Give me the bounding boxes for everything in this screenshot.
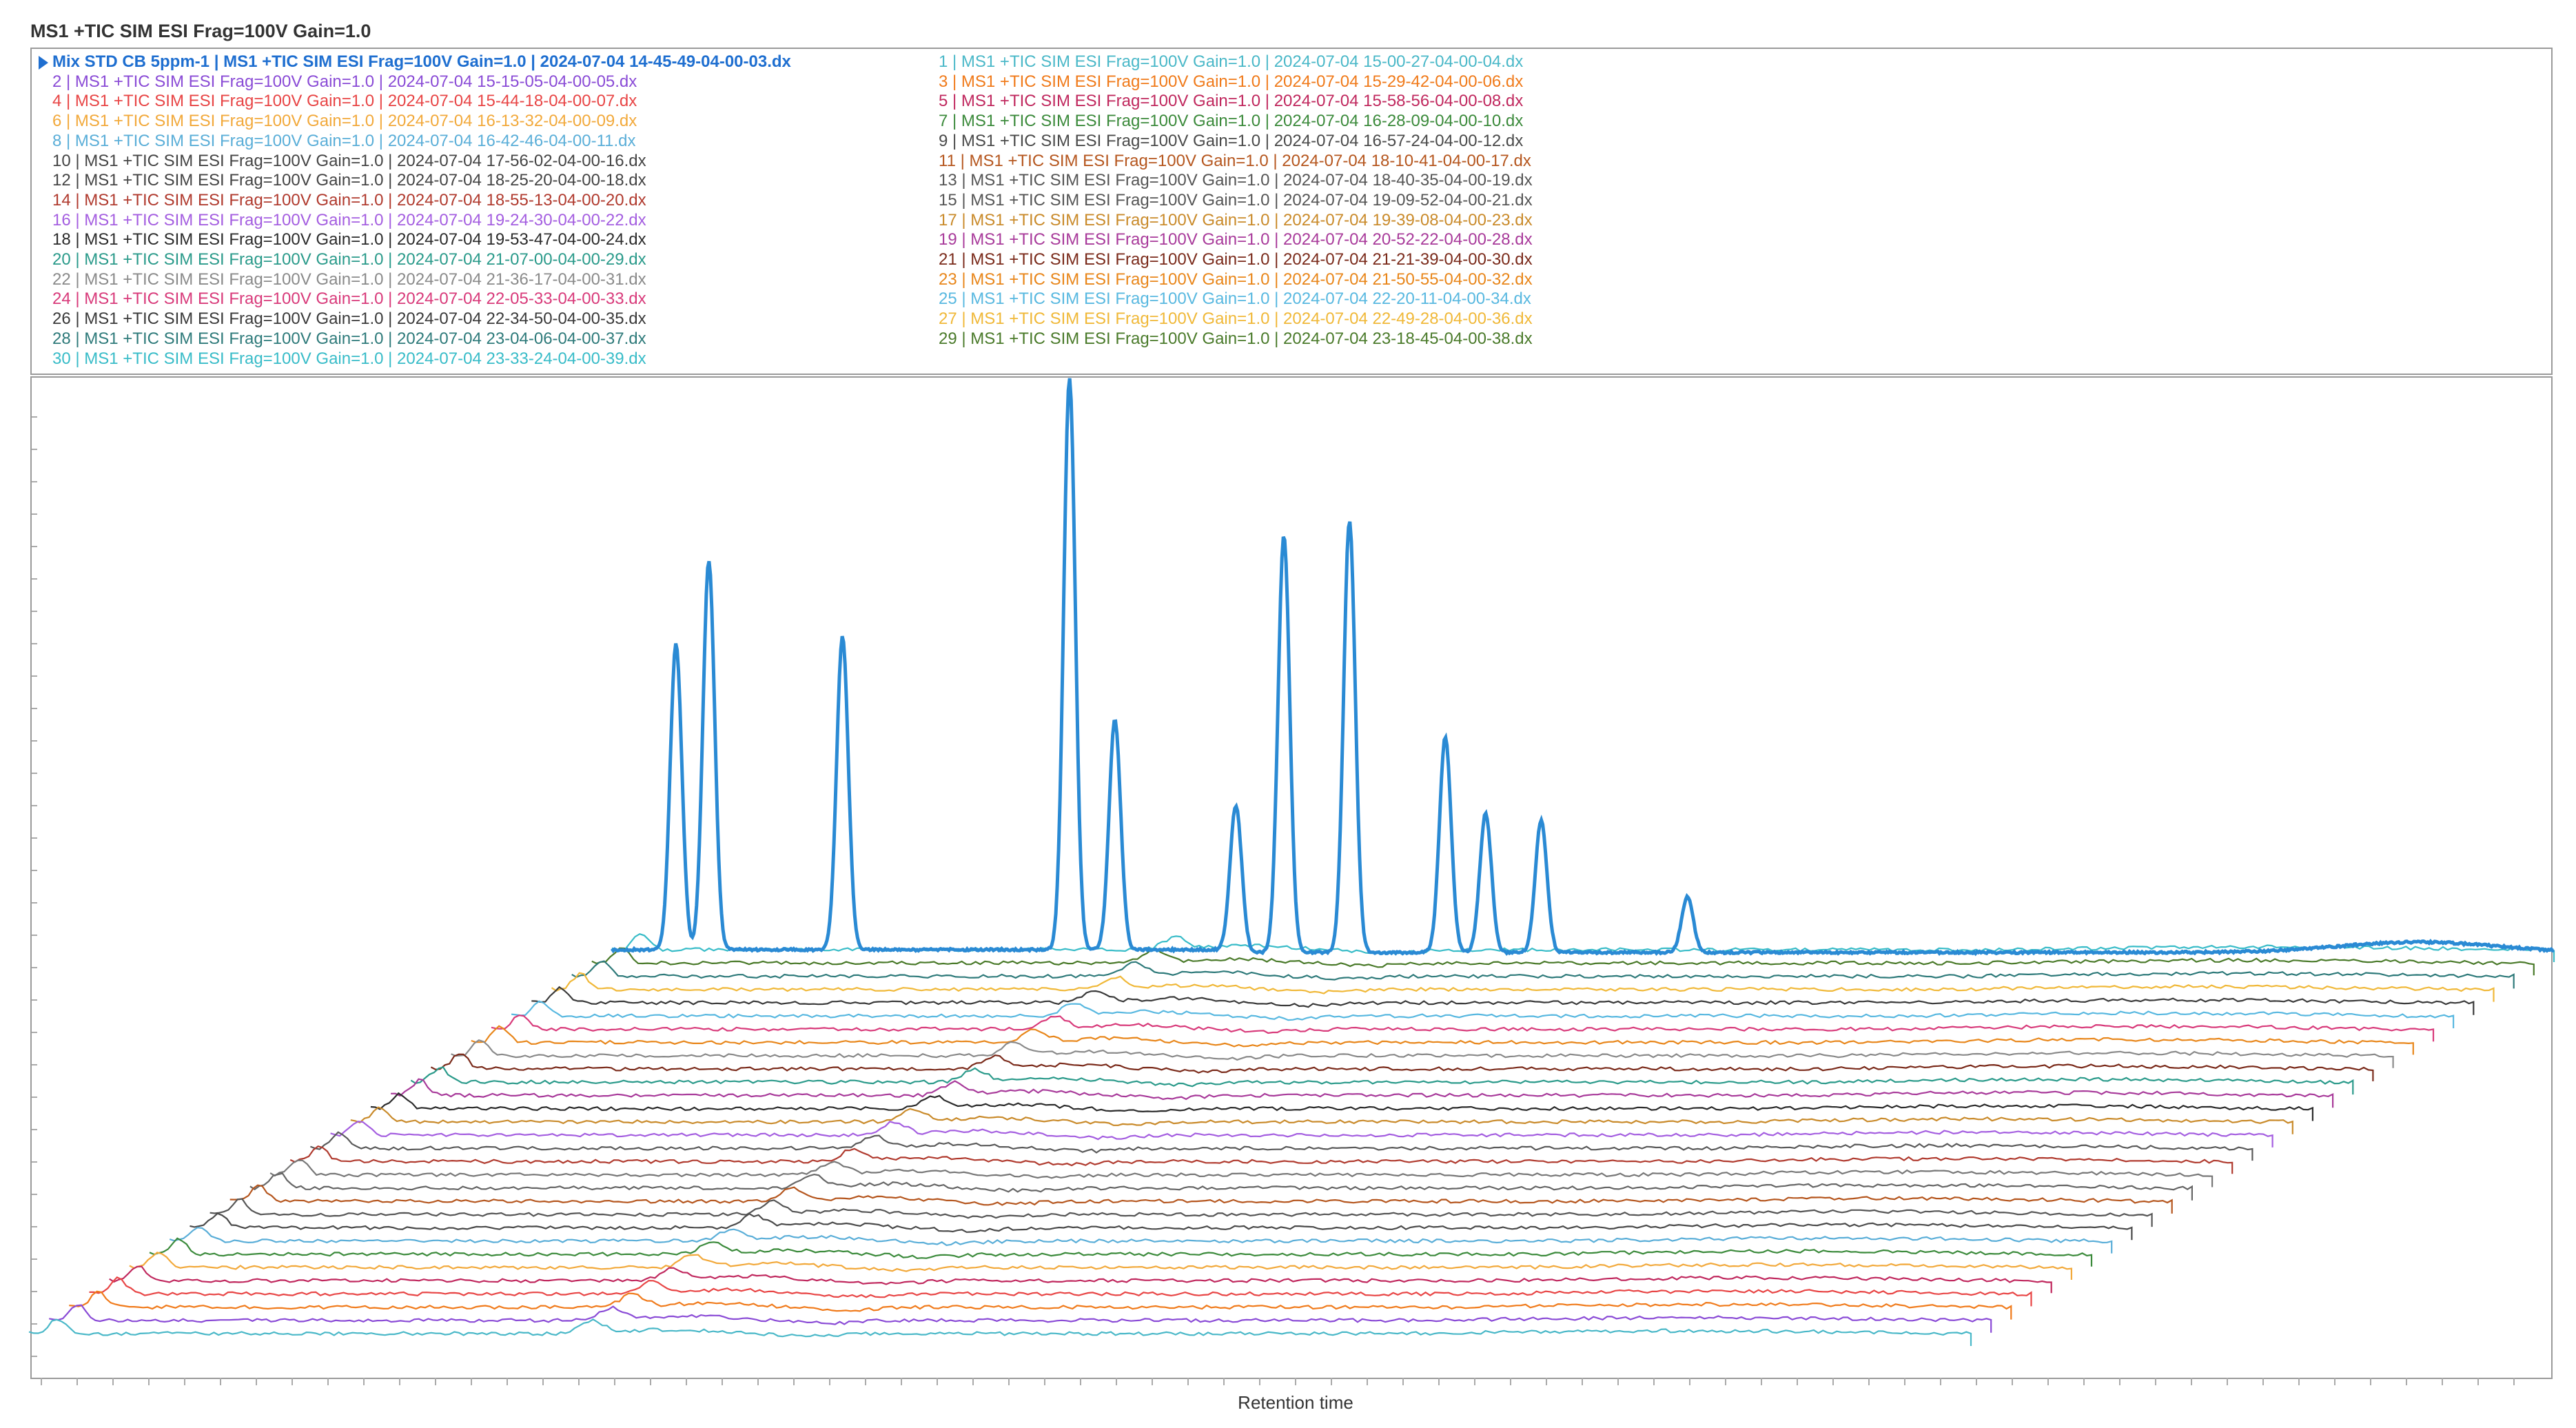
legend-item[interactable]: 30 | MS1 +TIC SIM ESI Frag=100V Gain=1.0… — [52, 349, 646, 368]
legend-item-label: 8 | MS1 +TIC SIM ESI Frag=100V Gain=1.0 … — [52, 131, 636, 150]
chromatogram-trace[interactable] — [69, 1290, 2012, 1320]
legend-item-label: Mix STD CB 5ppm-1 | MS1 +TIC SIM ESI Fra… — [52, 52, 791, 71]
chromatogram-trace[interactable] — [491, 1014, 2435, 1042]
legend-item[interactable]: 16 | MS1 +TIC SIM ESI Frag=100V Gain=1.0… — [52, 210, 646, 229]
selected-triangle-icon — [39, 55, 48, 70]
chromatogram-trace[interactable] — [310, 1131, 2253, 1161]
legend-item-label: 26 | MS1 +TIC SIM ESI Frag=100V Gain=1.0… — [52, 309, 646, 329]
legend-item-label: 16 | MS1 +TIC SIM ESI Frag=100V Gain=1.0… — [52, 210, 646, 229]
legend-item[interactable]: 7 | MS1 +TIC SIM ESI Frag=100V Gain=1.0 … — [939, 112, 1523, 130]
legend-item-label: 15 | MS1 +TIC SIM ESI Frag=100V Gain=1.0… — [939, 190, 1533, 210]
chromatogram-trace[interactable] — [28, 1318, 1972, 1346]
chromatogram-trace[interactable] — [129, 1252, 2072, 1280]
legend-item[interactable]: 9 | MS1 +TIC SIM ESI Frag=100V Gain=1.0 … — [939, 132, 1523, 150]
legend-item-label: 19 | MS1 +TIC SIM ESI Frag=100V Gain=1.0… — [939, 230, 1533, 249]
chromatogram-trace[interactable] — [109, 1265, 2052, 1294]
legend-item[interactable]: 18 | MS1 +TIC SIM ESI Frag=100V Gain=1.0… — [52, 231, 646, 249]
chromatogram-trace[interactable] — [350, 1106, 2293, 1134]
legend-item[interactable]: 28 | MS1 +TIC SIM ESI Frag=100V Gain=1.0… — [52, 329, 646, 348]
chromatogram-trace-main[interactable] — [610, 378, 2555, 957]
legend-item-label: 5 | MS1 +TIC SIM ESI Frag=100V Gain=1.0 … — [939, 92, 1524, 111]
legend-item-label: 14 | MS1 +TIC SIM ESI Frag=100V Gain=1.0… — [52, 190, 646, 210]
legend-item-label: 22 | MS1 +TIC SIM ESI Frag=100V Gain=1.0… — [52, 269, 646, 289]
chromatogram-trace[interactable] — [531, 986, 2475, 1015]
chromatogram-trace[interactable] — [391, 1078, 2334, 1108]
chromatogram-trace[interactable] — [451, 1039, 2394, 1068]
legend-item[interactable]: 19 | MS1 +TIC SIM ESI Frag=100V Gain=1.0… — [939, 231, 1533, 249]
plot-frame — [30, 376, 2553, 1379]
chromatogram-trace[interactable] — [149, 1237, 2093, 1267]
legend-item-label: 29 | MS1 +TIC SIM ESI Frag=100V Gain=1.0… — [939, 329, 1533, 348]
chromatogram-trace[interactable] — [249, 1172, 2193, 1201]
legend-item-label: 27 | MS1 +TIC SIM ESI Frag=100V Gain=1.0… — [939, 309, 1533, 329]
legend-item[interactable]: 27 | MS1 +TIC SIM ESI Frag=100V Gain=1.0… — [939, 310, 1533, 328]
chromatogram-trace[interactable] — [410, 1066, 2354, 1095]
chromatogram-trace[interactable] — [330, 1121, 2273, 1148]
legend-item[interactable]: 23 | MS1 +TIC SIM ESI Frag=100V Gain=1.0… — [939, 269, 1533, 289]
legend-panel: Mix STD CB 5ppm-1 | MS1 +TIC SIM ESI Fra… — [30, 48, 2553, 375]
legend-item-label: 2 | MS1 +TIC SIM ESI Frag=100V Gain=1.0 … — [52, 72, 637, 91]
legend-item-label: 20 | MS1 +TIC SIM ESI Frag=100V Gain=1.0… — [52, 250, 646, 269]
legend-item-label: 4 | MS1 +TIC SIM ESI Frag=100V Gain=1.0 … — [52, 92, 637, 111]
legend-item-label: 18 | MS1 +TIC SIM ESI Frag=100V Gain=1.0… — [52, 230, 646, 249]
chromatogram-trace[interactable] — [269, 1159, 2214, 1187]
legend-item-label: 17 | MS1 +TIC SIM ESI Frag=100V Gain=1.0… — [939, 210, 1533, 229]
legend-item[interactable]: 6 | MS1 +TIC SIM ESI Frag=100V Gain=1.0 … — [52, 112, 637, 130]
legend-item[interactable]: 1 | MS1 +TIC SIM ESI Frag=100V Gain=1.0 … — [939, 53, 1523, 71]
legend-item[interactable]: 17 | MS1 +TIC SIM ESI Frag=100V Gain=1.0… — [939, 210, 1533, 229]
chart-title: MS1 +TIC SIM ESI Frag=100V Gain=1.0 — [30, 21, 371, 41]
legend-item-label: 23 | MS1 +TIC SIM ESI Frag=100V Gain=1.0… — [939, 269, 1533, 289]
chromatogram-trace[interactable] — [370, 1092, 2313, 1121]
legend-item[interactable]: 8 | MS1 +TIC SIM ESI Frag=100V Gain=1.0 … — [52, 132, 636, 150]
legend-item[interactable]: 26 | MS1 +TIC SIM ESI Frag=100V Gain=1.0… — [52, 310, 646, 328]
chromatogram-trace[interactable] — [49, 1304, 1992, 1333]
legend-item-label: 1 | MS1 +TIC SIM ESI Frag=100V Gain=1.0 … — [939, 52, 1524, 71]
legend-item-label: 21 | MS1 +TIC SIM ESI Frag=100V Gain=1.0… — [939, 250, 1533, 269]
legend-item-label: 6 | MS1 +TIC SIM ESI Frag=100V Gain=1.0 … — [52, 112, 637, 131]
chromatogram-trace[interactable] — [591, 947, 2535, 976]
legend-item[interactable]: 24 | MS1 +TIC SIM ESI Frag=100V Gain=1.0… — [52, 290, 646, 308]
legend-item[interactable]: 5 | MS1 +TIC SIM ESI Frag=100V Gain=1.0 … — [939, 92, 1523, 110]
legend-item[interactable]: 29 | MS1 +TIC SIM ESI Frag=100V Gain=1.0… — [939, 329, 1533, 348]
legend-item[interactable]: 2 | MS1 +TIC SIM ESI Frag=100V Gain=1.0 … — [52, 72, 637, 91]
legend-item[interactable]: Mix STD CB 5ppm-1 | MS1 +TIC SIM ESI Fra… — [39, 53, 791, 71]
legend-item-label: 3 | MS1 +TIC SIM ESI Frag=100V Gain=1.0 … — [939, 72, 1524, 91]
legend-item-label: 12 | MS1 +TIC SIM ESI Frag=100V Gain=1.0… — [52, 171, 646, 190]
legend-item[interactable]: 10 | MS1 +TIC SIM ESI Frag=100V Gain=1.0… — [52, 152, 646, 170]
legend-item-label: 7 | MS1 +TIC SIM ESI Frag=100V Gain=1.0 … — [939, 112, 1524, 131]
legend-item[interactable]: 3 | MS1 +TIC SIM ESI Frag=100V Gain=1.0 … — [939, 72, 1524, 91]
legend-item[interactable]: 14 | MS1 +TIC SIM ESI Frag=100V Gain=1.0… — [52, 190, 646, 210]
legend-item-label: 30 | MS1 +TIC SIM ESI Frag=100V Gain=1.0… — [52, 349, 646, 368]
chromatogram-trace[interactable] — [511, 1000, 2455, 1028]
legend-item[interactable]: 13 | MS1 +TIC SIM ESI Frag=100V Gain=1.0… — [939, 172, 1533, 190]
chromatogram-trace[interactable] — [551, 972, 2495, 1002]
legend-item[interactable]: 25 | MS1 +TIC SIM ESI Frag=100V Gain=1.0… — [939, 290, 1531, 308]
legend-item-label: 10 | MS1 +TIC SIM ESI Frag=100V Gain=1.0… — [52, 151, 646, 170]
chromatogram-trace[interactable] — [430, 1053, 2374, 1081]
chromatogram-trace[interactable] — [190, 1212, 2133, 1241]
chromatogram-trace[interactable] — [571, 960, 2515, 989]
legend-item[interactable]: 20 | MS1 +TIC SIM ESI Frag=100V Gain=1.0… — [52, 251, 646, 269]
x-axis-label: Retention time — [1238, 1392, 1353, 1413]
legend-item[interactable]: 21 | MS1 +TIC SIM ESI Frag=100V Gain=1.0… — [939, 251, 1533, 269]
legend-item-label: 9 | MS1 +TIC SIM ESI Frag=100V Gain=1.0 … — [939, 131, 1524, 150]
legend-item-label: 28 | MS1 +TIC SIM ESI Frag=100V Gain=1.0… — [52, 329, 646, 348]
legend-item[interactable]: 4 | MS1 +TIC SIM ESI Frag=100V Gain=1.0 … — [52, 92, 637, 110]
legend-item-label: 11 | MS1 +TIC SIM ESI Frag=100V Gain=1.0… — [939, 151, 1531, 170]
chromatogram-trace[interactable] — [471, 1025, 2414, 1055]
chromatogram-trace[interactable] — [289, 1145, 2233, 1174]
legend-item[interactable]: 11 | MS1 +TIC SIM ESI Frag=100V Gain=1.0… — [939, 152, 1531, 170]
legend-item-label: 25 | MS1 +TIC SIM ESI Frag=100V Gain=1.0… — [939, 289, 1531, 309]
legend-item[interactable]: 22 | MS1 +TIC SIM ESI Frag=100V Gain=1.0… — [52, 269, 646, 289]
chromatogram-trace[interactable] — [89, 1276, 2032, 1307]
chromatogram-trace[interactable] — [169, 1227, 2113, 1254]
chromatogram-trace[interactable] — [209, 1198, 2153, 1227]
legend-item[interactable]: 15 | MS1 +TIC SIM ESI Frag=100V Gain=1.0… — [939, 190, 1533, 210]
legend-item-label: 13 | MS1 +TIC SIM ESI Frag=100V Gain=1.0… — [939, 171, 1533, 190]
legend-item[interactable]: 12 | MS1 +TIC SIM ESI Frag=100V Gain=1.0… — [52, 172, 646, 190]
legend-item-label: 24 | MS1 +TIC SIM ESI Frag=100V Gain=1.0… — [52, 289, 646, 309]
chromatogram-trace[interactable] — [229, 1184, 2173, 1214]
